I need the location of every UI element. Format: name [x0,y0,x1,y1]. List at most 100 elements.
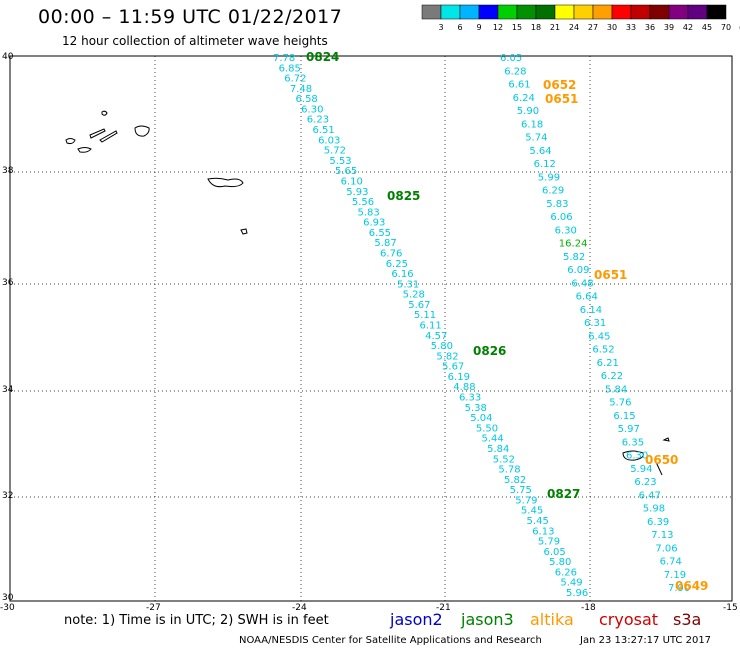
wave-height-value: 4.88 [453,382,475,393]
wave-height-value: 7.19 [664,570,686,581]
wave-height-value: 6.51 [312,125,334,136]
wave-height-value: 6.30 [626,451,648,462]
island-outlines [65,110,670,476]
wave-height-value: 5.53 [329,156,351,167]
wave-height-value: 6.64 [576,292,598,303]
wave-height-value: 6.76 [380,248,402,259]
wave-height-value: 6.72 [284,74,306,85]
wave-height-value: 6.19 [448,372,470,383]
wave-height-value: 5.52 [493,454,515,465]
wave-height-value: 6.10 [341,176,363,187]
colorbar-swatch [497,4,518,20]
wave-height-value: 5.76 [609,398,631,409]
colorbar-label: (ft) [734,23,740,32]
wave-height-value: 5.74 [525,133,547,144]
lat-label: 32 [2,491,14,501]
colorbar-label: 36 [644,23,656,32]
wave-height-value: 5.80 [549,557,571,568]
colorbar-label: 15 [511,23,523,32]
wave-height-value: 6.29 [542,186,564,197]
wave-height-value: 5.72 [324,146,346,157]
wave-height-value: 6.61 [508,80,530,91]
wave-height-value: 6.11 [420,321,442,332]
map-subtitle: 12 hour collection of altimeter wave hei… [62,34,328,48]
colorbar-swatch [687,4,708,20]
colorbar-label: 42 [682,23,694,32]
wave-height-value: 6.26 [555,567,577,578]
satellite-jason2: jason2 [390,610,443,629]
wave-height-value: 5.67 [408,300,430,311]
wave-height-value: 5.93 [346,187,368,198]
wave-height-value: 5.67 [442,362,464,373]
colorbar-label: 39 [663,23,675,32]
pass-time-label: 0649 [675,579,708,593]
satellite-altika: altika [530,610,574,629]
wave-height-value: 5.49 [560,578,582,589]
wave-height-value: 4.57 [425,331,447,342]
lat-label: 36 [2,278,14,288]
lon-label: -24 [292,603,307,613]
wave-height-value: 5.98 [643,504,665,515]
colorbar-label: 9 [476,23,482,32]
wave-height-value: 6.48 [571,278,593,289]
grid [10,56,732,601]
wave-height-value: 5.45 [527,516,549,527]
wave-height-value: 6.47 [639,490,661,501]
island-sao-miguel [134,125,150,137]
wave-height-value: 5.04 [470,413,492,424]
wave-height-value: 6.06 [550,212,572,223]
wave-height-value: 5.84 [605,384,627,395]
wave-height-value: 6.22 [601,371,623,382]
lat-label: 30 [2,593,14,603]
wave-height-value: 7.06 [655,543,677,554]
map-frame [9,55,733,602]
wave-height-value: 5.83 [358,207,380,218]
pass-time-label: 0652 [543,78,576,92]
wave-height-value: 6.25 [386,259,408,270]
island-madeira [207,177,244,188]
colorbar-swatch [440,4,461,20]
wave-height-value: 5.64 [529,146,551,157]
lon-label: -15 [723,603,738,613]
island-pico [77,147,92,153]
island-sao-jorge [89,128,106,139]
pass-time-label: 0827 [547,487,580,501]
colorbar-swatch [592,4,613,20]
wave-height-value: 6.16 [391,269,413,280]
altimeter-tracks: 7.786.856.727.486.586.306.236.516.035.72… [273,50,708,599]
wave-height-value: 5.56 [352,197,374,208]
colorbar-swatch [611,4,632,20]
wave-height-value: 6.31 [584,318,606,329]
colorbar-swatch [554,4,575,20]
credit-line: NOAA/NESDIS Center for Satellite Applica… [239,635,542,646]
wave-height-value: 6.18 [521,119,543,130]
wave-height-value: 6.05 [500,53,522,64]
wave-height-value: 6.45 [588,331,610,342]
wave-height-value: 5.31 [397,279,419,290]
wave-height-value: 6.85 [279,63,301,74]
colorbar-label: 6 [457,23,463,32]
wave-height-value: 6.55 [369,228,391,239]
wave-height-value: 7.90 [668,583,690,594]
wave-height-value: 6.13 [532,526,554,537]
wave-height-value: 6.52 [592,345,614,356]
pass-time-label: 0651 [594,268,627,282]
wave-height-value: 6.23 [634,477,656,488]
satellite-s3a: s3a [673,610,702,629]
island-lanzarote [662,437,670,442]
wave-height-value: 5.11 [414,310,436,321]
wave-height-value: 5.82 [504,475,526,486]
colorbar-swatch [478,4,499,20]
colorbar-label: 24 [568,23,580,32]
wave-height-value: 5.84 [487,444,509,455]
units-note: note: 1) Time is in UTC; 2) SWH is in fe… [64,613,329,628]
wave-height-value: 6.93 [363,218,385,229]
generated-timestamp: Jan 23 13:27:17 UTC 2017 [580,635,712,646]
pass-time-label: 0650 [645,453,678,467]
lon-label: -27 [146,603,161,613]
colorbar-swatch [459,4,480,20]
wave-height-value: 6.74 [660,557,682,568]
colorbar-label: 70 [720,23,732,32]
colorbar-label: 12 [492,23,504,32]
